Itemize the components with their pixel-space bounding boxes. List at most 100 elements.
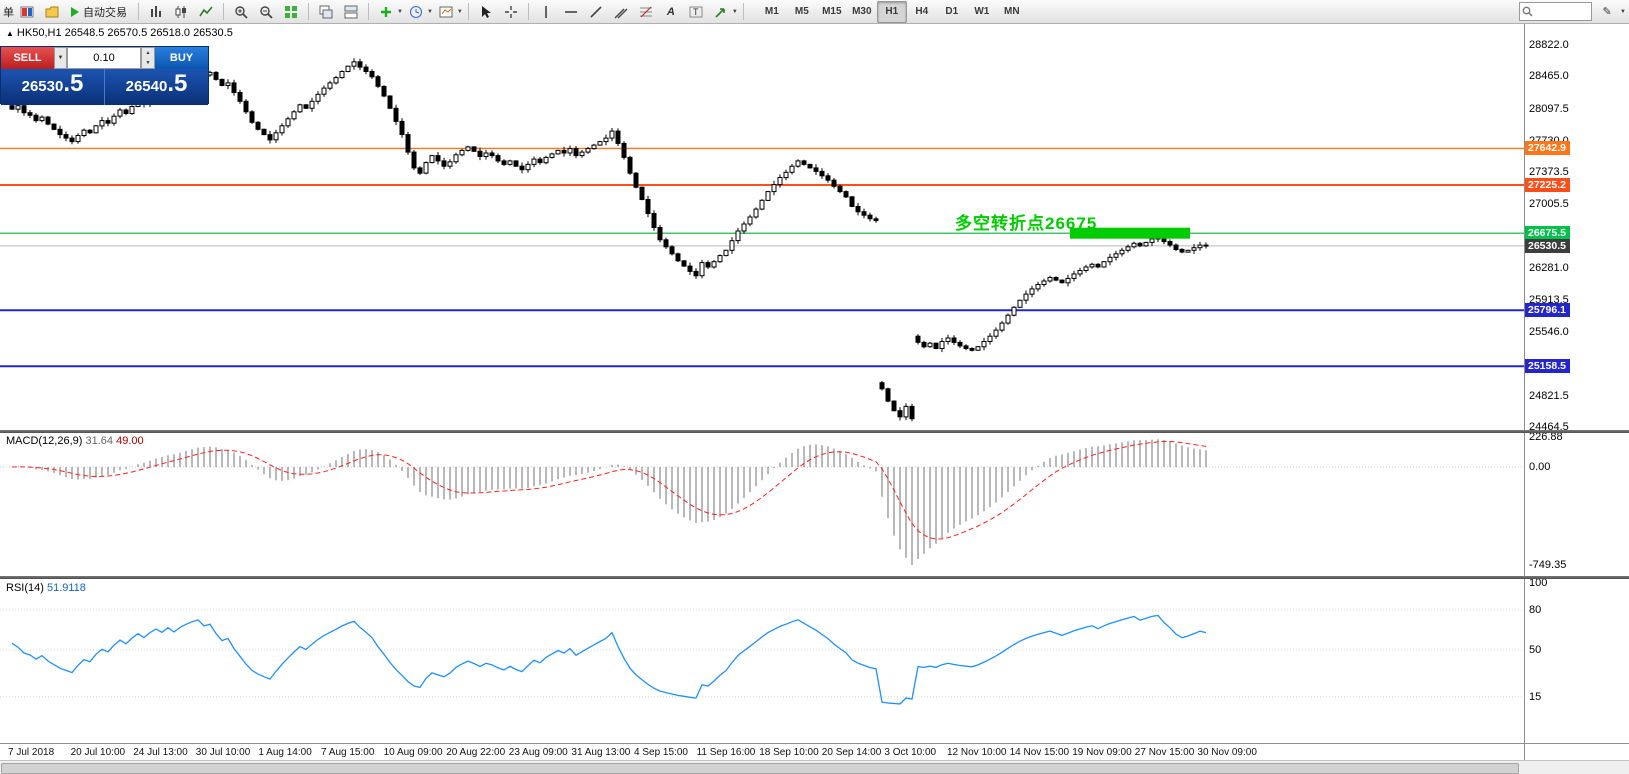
more-dropdown-icon[interactable]: ▼ xyxy=(1620,8,1626,15)
toolbar-separator xyxy=(138,3,139,20)
toolbar-right-group: ✎ ▼ xyxy=(1519,1,1626,23)
trade-panel-divider xyxy=(104,69,105,105)
fibonacci-icon[interactable] xyxy=(634,1,658,23)
price-tick-label: 27005.5 xyxy=(1529,198,1569,211)
buy-button[interactable]: BUY xyxy=(155,47,208,69)
text-icon[interactable]: A xyxy=(666,5,675,18)
volume-up-icon[interactable]: ▲ xyxy=(145,50,151,56)
chart-title: ▲ HK50,H1 26548.5 26570.5 26518.0 26530.5 xyxy=(6,27,233,39)
rsi-label: RSI(14) 51.9118 xyxy=(6,582,86,594)
sell-button[interactable]: SELL xyxy=(1,47,54,69)
volume-input[interactable] xyxy=(67,47,141,69)
time-axis-label: 19 Nov 09:00 xyxy=(1072,747,1132,758)
rsi-tick-label: 15 xyxy=(1529,690,1542,703)
timeframe-button-mn[interactable]: MN xyxy=(1004,6,1020,17)
toolbar-separator xyxy=(308,3,309,20)
volume-dropdown-button[interactable]: ▼ xyxy=(54,47,67,69)
macd-tick-label: -749.35 xyxy=(1529,559,1567,571)
price-badge: 26530.5 xyxy=(1525,238,1570,253)
timeframes-dropdown-icon[interactable]: ▼ xyxy=(426,8,433,15)
macd-panel-separator[interactable] xyxy=(0,430,1629,433)
volume-down-icon[interactable]: ▼ xyxy=(145,60,151,66)
vertical-line-icon[interactable] xyxy=(534,1,558,23)
time-axis-label: 1 Aug 14:00 xyxy=(258,747,312,758)
timeframe-clock-icon[interactable] xyxy=(404,1,428,23)
sell-price-big-digit: .5 xyxy=(63,70,84,97)
time-axis-label: 30 Nov 09:00 xyxy=(1197,747,1257,758)
timeframe-button-w1[interactable]: W1 xyxy=(974,6,990,17)
trade-panel-prices: 26530 .5 26540 .5 xyxy=(1,69,208,105)
zoom-in-icon[interactable] xyxy=(229,1,253,23)
timeframe-button-m30[interactable]: M30 xyxy=(852,6,872,17)
macd-name: MACD(12,26,9) xyxy=(6,435,83,447)
price-tick-label: 24821.5 xyxy=(1529,389,1569,402)
price-badge: 27642.9 xyxy=(1525,141,1570,156)
volume-stepper[interactable]: ▲ ▼ xyxy=(141,47,155,69)
template-dropdown-icon[interactable]: ▼ xyxy=(456,8,463,15)
timeframe-button-m5[interactable]: M5 xyxy=(794,6,809,17)
auto-trading-button[interactable]: 自动交易 xyxy=(65,2,133,22)
shapes-dropdown-icon[interactable]: ▼ xyxy=(731,8,738,15)
rsi-panel-separator[interactable] xyxy=(0,576,1629,579)
line-chart-icon[interactable] xyxy=(194,1,218,23)
trendline-icon[interactable] xyxy=(584,1,608,23)
price-axis-line xyxy=(1524,24,1525,760)
time-axis-label: 20 Sep 14:00 xyxy=(821,747,882,758)
rsi-tick-label: 50 xyxy=(1529,644,1542,656)
new-order-icon[interactable] xyxy=(15,1,39,23)
annotation-text[interactable]: 多空转折点26675 xyxy=(955,214,1098,233)
bar-chart-icon[interactable] xyxy=(144,1,168,23)
crosshair-icon[interactable] xyxy=(499,1,523,23)
symbol-ohlc-text: HK50,H1 26548.5 26570.5 26518.0 26530.5 xyxy=(16,27,233,39)
timeframe-button-m15[interactable]: M15 xyxy=(822,6,842,17)
cursor-icon[interactable] xyxy=(474,1,498,23)
indicators-dropdown-icon[interactable]: ▼ xyxy=(397,8,403,15)
time-axis-label: 20 Jul 10:00 xyxy=(70,747,126,758)
zoom-out-icon[interactable] xyxy=(254,1,278,23)
macd-tick-label: 0.00 xyxy=(1529,461,1551,473)
search-input[interactable] xyxy=(1533,3,1590,20)
tile-horizontal-icon[interactable] xyxy=(339,1,363,23)
macd-signal-value: 49.00 xyxy=(116,435,144,447)
toolbar-separator xyxy=(368,3,369,20)
profiles-icon[interactable] xyxy=(40,1,64,23)
time-axis-label: 10 Aug 09:00 xyxy=(383,747,443,758)
indicators-add-icon[interactable] xyxy=(374,1,398,23)
edit-pencil-icon[interactable]: ✎ xyxy=(1602,6,1612,18)
truncated-menu-label: 单 xyxy=(3,6,14,19)
text-label-icon[interactable]: T xyxy=(684,1,708,23)
chart-marker-icon: ▲ xyxy=(6,29,14,38)
one-click-trade-panel: SELL ▼ ▲▼ BUY 26530 .5 26540 .5 xyxy=(0,46,209,105)
time-axis-label: 30 Jul 10:00 xyxy=(195,747,251,758)
macd-tick-label: 226.88 xyxy=(1529,431,1563,444)
auto-trading-label: 自动交易 xyxy=(83,6,127,19)
sell-price[interactable]: 26530 .5 xyxy=(1,69,104,105)
toolbar-separator xyxy=(527,3,529,20)
scrollbar-thumb[interactable] xyxy=(1,763,1519,774)
arrows-shapes-icon[interactable] xyxy=(709,1,733,23)
search-icon xyxy=(1522,6,1533,17)
time-axis-label: 12 Nov 10:00 xyxy=(947,747,1007,758)
timeframe-button-m1[interactable]: M1 xyxy=(764,6,779,17)
tile-windows-icon[interactable] xyxy=(279,1,303,23)
time-axis-label: 4 Sep 15:00 xyxy=(634,747,688,758)
timeframe-button-d1[interactable]: D1 xyxy=(945,6,959,17)
horizontal-scrollbar[interactable] xyxy=(0,760,1629,774)
timeframe-button-h4[interactable]: H4 xyxy=(915,6,929,17)
price-tick-label: 28822.0 xyxy=(1529,39,1569,51)
timeframe-button-h1[interactable]: H1 xyxy=(876,0,907,23)
price-tick-label: 25913.5 xyxy=(1529,293,1569,306)
time-axis-label: 7 Jul 2018 xyxy=(8,747,55,758)
cascade-windows-icon[interactable] xyxy=(314,1,338,23)
channel-icon[interactable] xyxy=(609,1,633,23)
price-badge: 26675.5 xyxy=(1525,226,1570,241)
horizontal-line-icon[interactable] xyxy=(559,1,583,23)
time-axis-separator xyxy=(0,743,1629,744)
price-tick-label: 27373.5 xyxy=(1529,165,1569,178)
candlestick-chart-icon[interactable] xyxy=(169,1,193,23)
buy-price[interactable]: 26540 .5 xyxy=(105,69,208,105)
price-badge: 25158.5 xyxy=(1525,359,1570,374)
template-icon[interactable] xyxy=(434,1,458,23)
